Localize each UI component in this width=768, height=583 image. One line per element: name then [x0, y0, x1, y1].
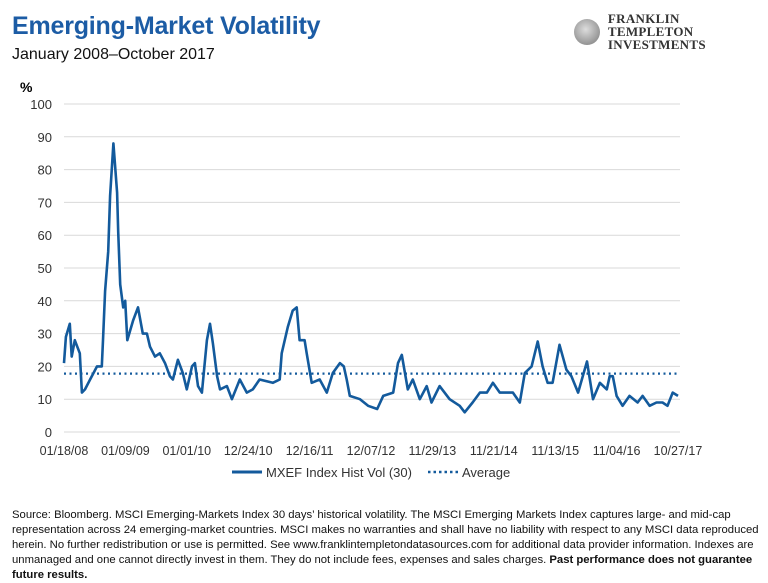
y-tick-label: 20: [38, 359, 52, 374]
x-tick-label: 11/04/16: [593, 444, 641, 458]
y-tick-label: 100: [30, 97, 52, 112]
logo-line-1: FRANKLIN TEMPLETON: [607, 11, 694, 39]
x-tick-label: 11/13/15: [531, 444, 579, 458]
y-tick-label: 0: [45, 425, 52, 440]
franklin-templeton-logo: FRANKLIN TEMPLETON INVESTMENTS: [574, 12, 768, 51]
logo-line-2: INVESTMENTS: [607, 37, 706, 52]
chart-title: Emerging-Market Volatility: [12, 12, 321, 40]
y-tick-label: 90: [38, 130, 52, 145]
chart-subtitle: January 2008–October 2017: [12, 46, 215, 63]
x-tick-label: 01/18/08: [40, 444, 89, 458]
legend-label-series: MXEF Index Hist Vol (30): [266, 465, 412, 480]
x-tick-label: 12/24/10: [224, 444, 273, 458]
source-text: Source: Bloomberg. MSCI Emerging-Markets…: [12, 509, 759, 566]
y-tick-label: 30: [38, 327, 52, 342]
x-tick-label: 01/09/09: [101, 444, 150, 458]
x-tick-label: 11/21/14: [470, 444, 518, 458]
y-tick-label: 10: [38, 392, 52, 407]
x-tick-label: 12/07/12: [347, 444, 396, 458]
performance-disclaimer: Past performance does not guarantee futu…: [12, 554, 753, 581]
y-axis-label: %: [20, 79, 33, 95]
y-tick-label: 40: [38, 294, 52, 309]
x-tick-label: 10/27/17: [654, 444, 703, 458]
portrait-medallion-icon: [574, 18, 600, 45]
x-tick-label: 11/29/13: [409, 444, 457, 458]
x-tick-label: 01/01/10: [162, 444, 211, 458]
y-tick-label: 50: [38, 261, 52, 276]
legend-label-average: Average: [462, 465, 510, 480]
y-tick-label: 60: [38, 228, 52, 243]
y-tick-label: 80: [38, 163, 52, 178]
y-tick-label: 70: [38, 195, 52, 210]
source-note: Source: Bloomberg. MSCI Emerging-Markets…: [12, 508, 762, 583]
legend: MXEF Index Hist Vol (30) Average: [232, 465, 510, 480]
x-tick-label: 12/16/11: [286, 444, 334, 458]
series-line-mxef-hist-vol: [62, 142, 679, 414]
